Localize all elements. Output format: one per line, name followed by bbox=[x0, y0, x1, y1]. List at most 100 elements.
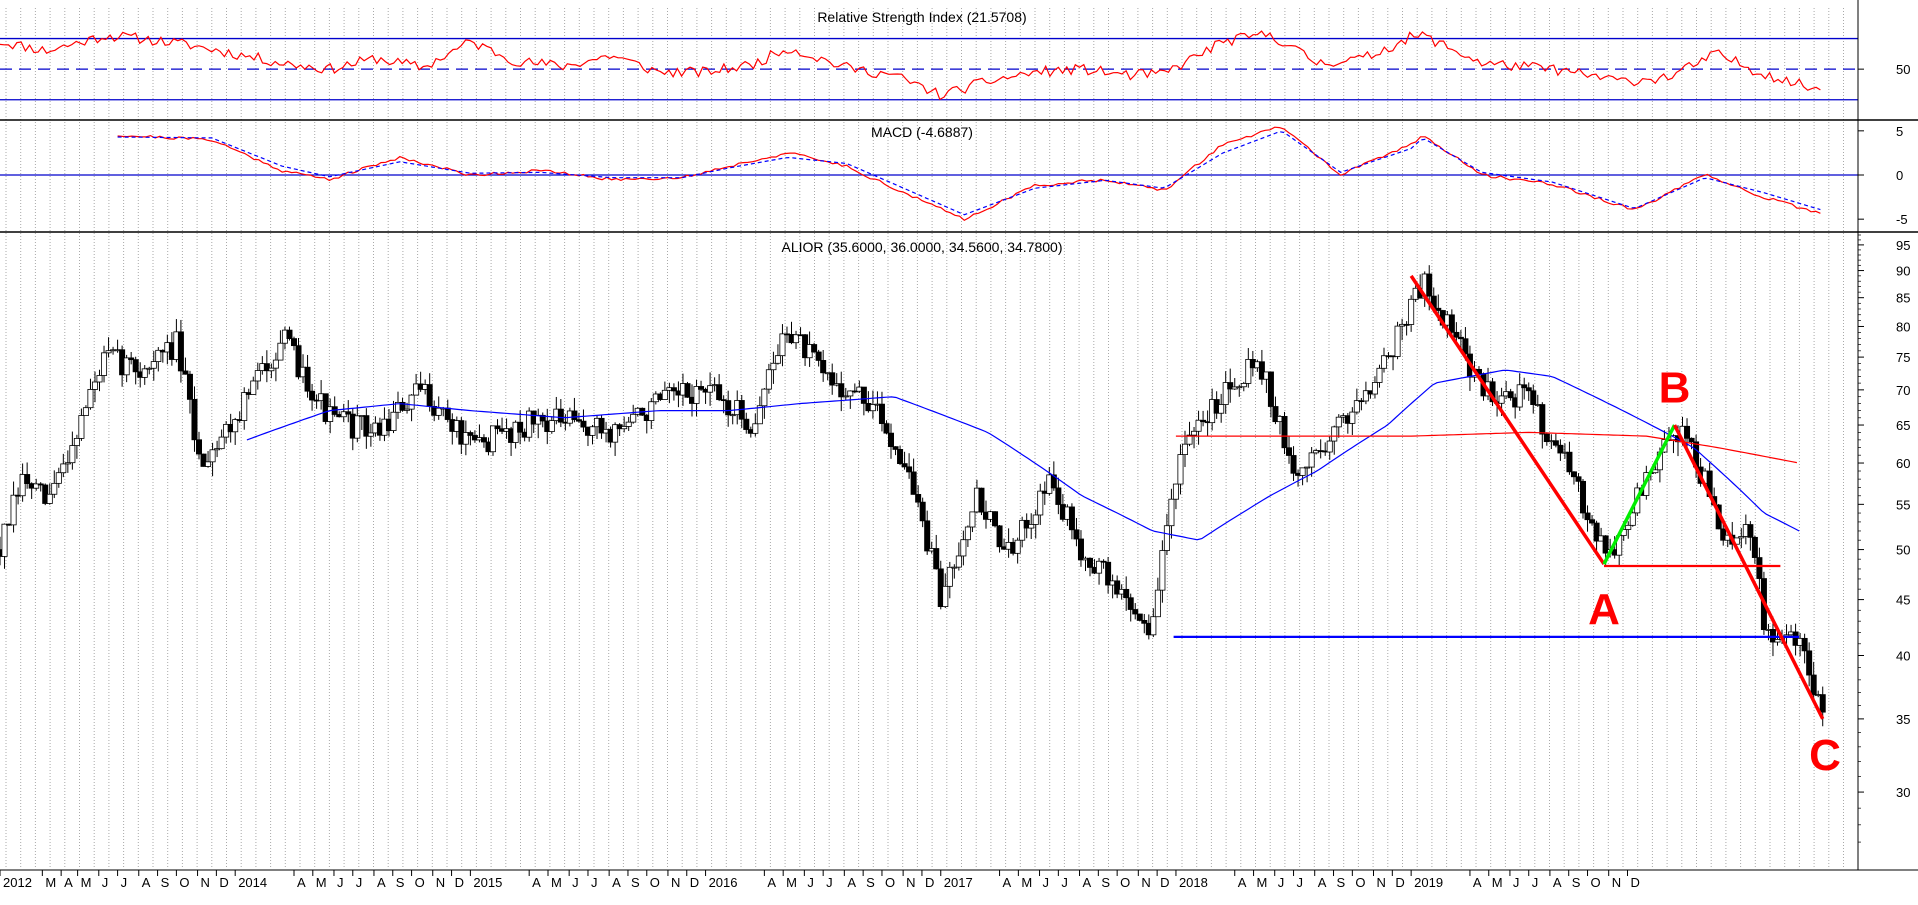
candle-body bbox=[1525, 387, 1532, 392]
candle-body bbox=[752, 423, 759, 434]
candle-body bbox=[1580, 480, 1587, 514]
candlestick bbox=[1738, 528, 1745, 549]
candle-body bbox=[838, 383, 845, 398]
candle-body bbox=[901, 463, 908, 468]
candlestick bbox=[1516, 373, 1523, 411]
candlestick bbox=[1575, 473, 1582, 492]
candlestick bbox=[214, 440, 221, 458]
candle-body bbox=[598, 417, 605, 434]
candlestick bbox=[707, 372, 714, 406]
x-axis-label: A bbox=[142, 875, 151, 890]
candlestick bbox=[517, 410, 524, 445]
candlestick bbox=[1172, 483, 1179, 510]
candle-body bbox=[1498, 395, 1505, 404]
candle-body bbox=[73, 438, 80, 446]
price-y-tick-label: 30 bbox=[1896, 785, 1910, 800]
candlestick bbox=[765, 363, 772, 394]
price-y-tick-label: 80 bbox=[1896, 319, 1910, 334]
candle-body bbox=[19, 474, 26, 497]
candlestick bbox=[1331, 425, 1338, 455]
candle-body bbox=[1738, 536, 1745, 539]
candlestick bbox=[575, 412, 582, 423]
rsi-y-tick-label: 50 bbox=[1896, 62, 1910, 77]
candle-body bbox=[96, 375, 103, 383]
candle-body bbox=[1394, 325, 1401, 357]
candle-body bbox=[1801, 637, 1808, 652]
candle-body bbox=[1557, 444, 1564, 454]
candlestick bbox=[1521, 377, 1528, 400]
candle-body bbox=[241, 392, 248, 421]
candlestick bbox=[716, 374, 723, 402]
candlestick bbox=[1756, 547, 1763, 590]
candle-body bbox=[1349, 411, 1356, 424]
candle-body bbox=[1589, 519, 1596, 524]
candle-body bbox=[1353, 400, 1360, 413]
candle-body bbox=[272, 359, 279, 369]
candlestick bbox=[241, 387, 248, 430]
candlestick bbox=[209, 442, 216, 477]
candlestick bbox=[774, 344, 781, 365]
candle-body bbox=[1376, 367, 1383, 383]
candle-body bbox=[10, 494, 17, 526]
candlestick bbox=[793, 330, 800, 349]
x-axis-label: A bbox=[1318, 875, 1327, 890]
candle-body bbox=[761, 388, 768, 407]
candlestick bbox=[910, 458, 917, 495]
candle-body bbox=[539, 414, 546, 422]
x-axis-label: A bbox=[1238, 875, 1247, 890]
candlestick bbox=[345, 400, 352, 423]
wave-line-3 bbox=[1672, 424, 1825, 720]
candlestick bbox=[177, 319, 184, 383]
candlestick bbox=[571, 397, 578, 423]
candle-body bbox=[720, 399, 727, 402]
candlestick bbox=[46, 483, 53, 505]
x-axis-label: D bbox=[219, 875, 228, 890]
price-y-tick-label: 55 bbox=[1896, 497, 1910, 512]
x-axis-label: D bbox=[1160, 875, 1169, 890]
candlestick bbox=[1552, 433, 1559, 448]
candlestick bbox=[580, 409, 587, 433]
candlestick bbox=[1132, 603, 1139, 620]
candle-body bbox=[888, 432, 895, 448]
candlestick bbox=[82, 405, 89, 416]
candle-body bbox=[1362, 390, 1369, 402]
x-axis-label: O bbox=[885, 875, 895, 890]
candle-body bbox=[1014, 539, 1021, 554]
candle-body bbox=[1141, 620, 1148, 624]
macd-y-tick-label: 0 bbox=[1896, 168, 1903, 183]
candlestick bbox=[218, 429, 225, 450]
candlestick bbox=[883, 420, 890, 435]
candlestick bbox=[897, 445, 904, 466]
candlestick bbox=[915, 485, 922, 508]
candle-body bbox=[1684, 425, 1691, 439]
candle-body bbox=[725, 400, 732, 416]
candle-body bbox=[1408, 298, 1415, 325]
candlestick bbox=[743, 412, 750, 434]
candlestick bbox=[625, 416, 632, 431]
x-axis-label: N bbox=[906, 875, 915, 890]
candle-body bbox=[1457, 336, 1464, 340]
candle-body bbox=[517, 421, 524, 433]
candlestick bbox=[462, 420, 469, 456]
candle-body bbox=[60, 463, 67, 474]
candle-body bbox=[1335, 416, 1342, 428]
candle-body bbox=[191, 398, 198, 441]
candle-body bbox=[150, 361, 157, 369]
candle-body bbox=[946, 566, 953, 587]
candle-body bbox=[214, 448, 221, 451]
x-axis-label: A bbox=[1553, 875, 1562, 890]
candlestick bbox=[205, 451, 212, 468]
candle-body bbox=[155, 349, 162, 362]
x-axis-label: J bbox=[1297, 875, 1304, 890]
price-y-tick-label: 70 bbox=[1896, 383, 1910, 398]
candlestick bbox=[779, 324, 786, 367]
candle-body bbox=[1575, 476, 1582, 482]
candle-body bbox=[55, 472, 62, 484]
x-axis-label: J bbox=[102, 875, 109, 890]
candlestick bbox=[1236, 384, 1243, 397]
candle-body bbox=[263, 363, 270, 372]
candle-body bbox=[661, 389, 668, 400]
x-axis-label: J bbox=[826, 875, 833, 890]
candlestick bbox=[1530, 384, 1537, 414]
